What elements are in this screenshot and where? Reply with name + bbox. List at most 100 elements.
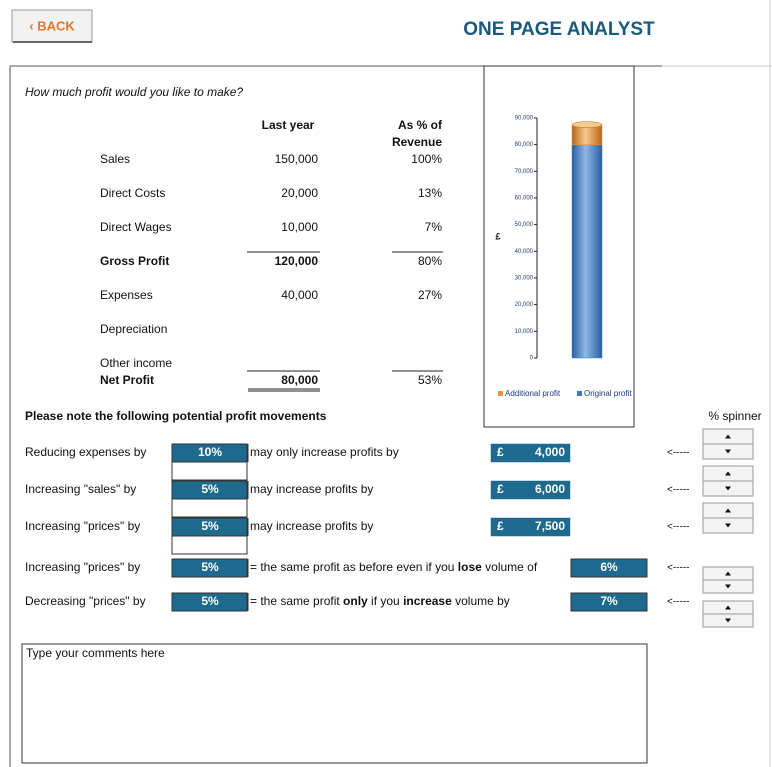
row-pct: 53%	[418, 373, 442, 387]
row-label: Sales	[100, 152, 130, 166]
input-value[interactable]: 10%	[198, 445, 222, 459]
spinner-arrow[interactable]	[725, 618, 731, 623]
y-tick-label: 40,000	[515, 249, 534, 255]
movement-text: may only increase profits by	[250, 445, 399, 459]
movement-text-part: only	[343, 594, 368, 608]
legend-label: Original profit	[584, 389, 632, 398]
result-box	[489, 479, 572, 501]
result-currency: £	[497, 445, 504, 459]
row-value: 10,000	[281, 220, 318, 234]
row-label: Other income	[100, 356, 172, 370]
result-box	[489, 442, 572, 464]
result-value: 7,500	[535, 519, 565, 533]
row-pct: 27%	[418, 288, 442, 302]
spinner-arrow[interactable]	[725, 605, 731, 610]
spinner-arrow[interactable]	[725, 449, 731, 454]
input-box[interactable]	[171, 480, 248, 500]
movements: Reducing expenses by 10% may only increase…	[25, 428, 754, 628]
column-header: Last year	[262, 118, 315, 132]
arrow: <-----	[667, 448, 690, 459]
input-box[interactable]	[171, 443, 248, 463]
row-value: 150,000	[275, 152, 319, 166]
spinner-arrow[interactable]	[725, 523, 731, 528]
movement-label: Increasing "prices" by	[25, 560, 140, 574]
back-button-box[interactable]	[11, 9, 93, 43]
movement-text-part: volume of	[482, 560, 538, 574]
movement-text-part: may increase profits by	[250, 482, 373, 496]
movement-text-part: = the same profit	[250, 594, 343, 608]
movement-text-part: may only increase profits by	[250, 445, 399, 459]
y-tick-label: 80,000	[515, 142, 534, 148]
legend-swatch	[498, 391, 503, 396]
movement-label: Decreasing "prices" by	[25, 594, 146, 608]
spinner-arrow[interactable]	[725, 434, 731, 439]
result-value: 4,000	[535, 445, 565, 459]
movement-text-part: if you	[368, 594, 403, 608]
y-tick-label: 10,000	[515, 329, 534, 335]
input-value[interactable]: 5%	[201, 594, 219, 608]
spinner-arrow[interactable]	[725, 571, 731, 576]
back-button[interactable]: ‹ BACK	[11, 9, 93, 43]
input-box[interactable]	[171, 592, 248, 612]
result-currency: £	[497, 519, 504, 533]
spinner-arrow[interactable]	[725, 471, 731, 476]
row-label: Direct Costs	[100, 186, 165, 200]
page-title: ONE PAGE ANALYST	[463, 19, 655, 40]
input-box[interactable]	[171, 517, 248, 537]
movement-text-part: may increase profits by	[250, 519, 373, 533]
legend-swatch	[577, 391, 582, 396]
y-tick-label: 0	[530, 356, 534, 362]
row-value: 20,000	[281, 186, 318, 200]
question: How much profit would you like to make?	[25, 85, 243, 99]
movement-label: Reducing expenses by	[25, 445, 146, 459]
result-currency: £	[497, 482, 504, 496]
row-label: Direct Wages	[100, 220, 172, 234]
movement-text-part: lose	[458, 560, 482, 574]
spinner-arrow[interactable]	[725, 584, 731, 589]
input-value[interactable]: 5%	[201, 482, 219, 496]
input-value[interactable]: 5%	[201, 560, 219, 574]
input-box[interactable]	[171, 558, 248, 578]
y-tick-label: 70,000	[515, 169, 534, 175]
row-value: 120,000	[275, 254, 319, 268]
movement-text: = the same profit only if you increase v…	[250, 594, 510, 608]
bar	[571, 144, 603, 359]
row-label: Depreciation	[100, 322, 167, 336]
movement-text-part: increase	[403, 594, 452, 608]
y-tick-label: 60,000	[515, 196, 534, 202]
y-tick-label: 20,000	[515, 302, 534, 308]
chart-box	[483, 65, 635, 428]
row-label: Gross Profit	[100, 254, 169, 268]
y-axis-label: £	[495, 231, 500, 241]
y-tick-label: 90,000	[515, 116, 534, 122]
movement-text: may increase profits by	[250, 482, 373, 496]
movement-text-part: = the same profit as before even if you	[250, 560, 458, 574]
movement-text-part: volume by	[452, 594, 510, 608]
section-title: Please note the following potential prof…	[25, 409, 327, 423]
row-label: Expenses	[100, 288, 153, 302]
table: Sales 150,000 100% Direct Costs 20,000 13% Dir…	[100, 152, 443, 392]
result-value: 6%	[600, 560, 618, 574]
arrow: <-----	[667, 522, 690, 533]
comment-box[interactable]	[21, 643, 648, 764]
back-button-label[interactable]: ‹ BACK	[29, 18, 75, 33]
cell-box	[171, 498, 248, 518]
arrow: <-----	[667, 485, 690, 496]
row-pct: 100%	[411, 152, 442, 166]
chart: 0 10,000 20,000 30,000 40,000 50,000 60,000 70,…	[498, 116, 632, 398]
movement-text: = the same profit as before even if you …	[250, 560, 538, 574]
bar-cap	[571, 121, 603, 128]
arrow: <-----	[667, 597, 690, 608]
movement-label: Increasing "sales" by	[25, 482, 136, 496]
spinner-arrow[interactable]	[725, 486, 731, 491]
row-value: 40,000	[281, 288, 318, 302]
cell-box	[171, 535, 248, 555]
legend-label: Additional profit	[505, 389, 561, 398]
movement-text: may increase profits by	[250, 519, 373, 533]
spinner-arrow[interactable]	[725, 508, 731, 513]
input-value[interactable]: 5%	[201, 519, 219, 533]
row-pct: 13%	[418, 186, 442, 200]
comment-placeholder[interactable]: Type your comments here	[26, 646, 165, 660]
column-header: Revenue	[392, 135, 442, 149]
